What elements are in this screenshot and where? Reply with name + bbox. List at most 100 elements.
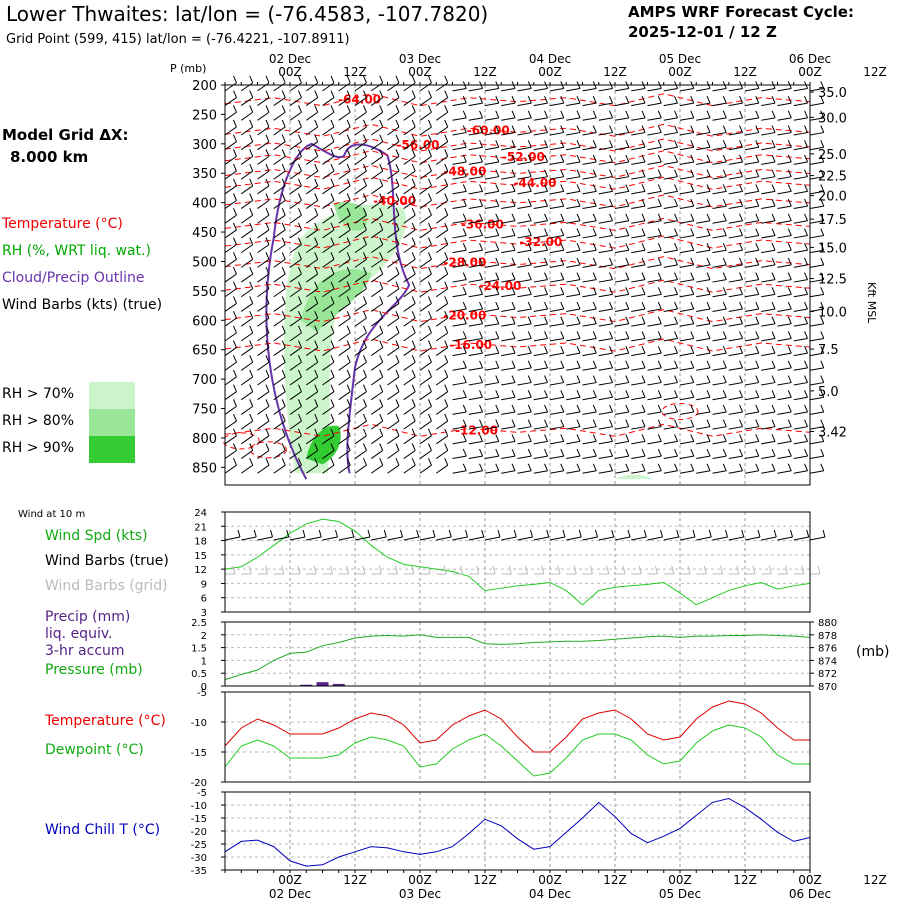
wind-barb bbox=[712, 308, 727, 312]
wind-barb-feather bbox=[265, 325, 270, 334]
wind-barb-feather bbox=[511, 345, 516, 354]
wind-barb bbox=[240, 317, 254, 327]
wind-barb-feather bbox=[674, 287, 678, 295]
wind-barb-feather bbox=[444, 105, 449, 113]
wind-barb bbox=[419, 435, 432, 445]
pressure-tick-label: 350 bbox=[192, 167, 217, 182]
wind-barb bbox=[598, 426, 613, 430]
wind-barb bbox=[533, 249, 548, 254]
wind-barb-feather bbox=[625, 390, 630, 398]
wind-barb bbox=[468, 308, 483, 312]
wind-chill-line-tick-label: -20 bbox=[191, 827, 207, 838]
wind-barb-feather bbox=[444, 193, 449, 201]
wind-barb bbox=[614, 264, 629, 268]
wind-barb bbox=[598, 161, 613, 165]
wind-barb bbox=[338, 214, 351, 224]
bottom-date-label: 04 Dec bbox=[529, 887, 571, 900]
wind-barb-feather bbox=[625, 257, 630, 266]
wind-barb bbox=[419, 391, 432, 401]
wind-barb bbox=[289, 450, 302, 459]
wind-barb-feather bbox=[576, 331, 581, 339]
wind-barb-true bbox=[761, 536, 777, 541]
wind-barb-feather bbox=[363, 105, 367, 113]
wind-barb bbox=[744, 249, 759, 254]
wind-barb bbox=[614, 396, 629, 401]
wind-barb bbox=[793, 308, 808, 312]
wind-barb-feather bbox=[346, 310, 351, 319]
wind-barb-feather bbox=[314, 355, 319, 363]
wind-barb bbox=[354, 111, 367, 121]
wind-barb-feather bbox=[625, 448, 630, 457]
wind-barb-feather bbox=[641, 95, 646, 104]
wind-barb bbox=[354, 185, 367, 195]
wind-barb bbox=[484, 367, 499, 371]
wind-barb bbox=[224, 170, 237, 180]
wind-barb bbox=[452, 411, 467, 415]
wind-barb-feather bbox=[609, 448, 613, 457]
bottom-hour-label: 00Z bbox=[668, 873, 692, 887]
wind-barb bbox=[387, 97, 400, 106]
wind-barb bbox=[549, 146, 564, 151]
wind-barb-feather bbox=[722, 345, 727, 354]
wind-barb-feather bbox=[544, 110, 548, 119]
wind-barb bbox=[435, 214, 449, 224]
wind-barb bbox=[257, 200, 270, 209]
wind-barb-feather bbox=[804, 154, 808, 163]
wind-barb-feather bbox=[592, 434, 597, 442]
wind-barb-feather bbox=[233, 178, 237, 186]
wind-barb bbox=[224, 317, 237, 327]
wind-barb-feather bbox=[395, 163, 400, 172]
wind-barb-feather bbox=[592, 390, 597, 398]
wind-barb-feather bbox=[609, 287, 613, 295]
wind-barb bbox=[224, 111, 237, 121]
wind-barb bbox=[566, 87, 581, 92]
wind-speed-line-tick-label: 6 bbox=[201, 594, 207, 605]
temperature-contour bbox=[224, 217, 811, 231]
height-tick-label: 7.5 bbox=[818, 343, 839, 358]
wind-barb bbox=[224, 361, 237, 371]
wind-barb-feather bbox=[560, 434, 565, 442]
wind-barb bbox=[761, 470, 776, 474]
wind-barb-feather bbox=[281, 149, 286, 157]
wind-barb-true-feather bbox=[383, 529, 387, 538]
wind-barb-feather bbox=[395, 428, 400, 436]
temperature-contour-label: -60.00 bbox=[467, 123, 510, 137]
wind-barb bbox=[224, 214, 237, 224]
wind-barb-feather bbox=[462, 434, 467, 442]
wind-barb-feather bbox=[576, 125, 581, 133]
wind-barb bbox=[468, 352, 483, 357]
wind-barb bbox=[452, 87, 467, 92]
wind-barb-feather bbox=[690, 184, 695, 192]
wind-barb-feather bbox=[625, 213, 630, 222]
wind-barb-feather bbox=[298, 119, 302, 128]
wind-barb bbox=[696, 470, 711, 474]
wind-barb bbox=[354, 347, 367, 356]
height-tick-label: 35.0 bbox=[818, 86, 847, 101]
wind-barb bbox=[614, 235, 629, 239]
wind-barb-feather bbox=[755, 110, 760, 119]
wind-barb bbox=[777, 382, 792, 386]
wind-barb bbox=[517, 205, 532, 210]
wind-barb bbox=[809, 396, 824, 401]
wind-barb-feather bbox=[444, 266, 449, 275]
wind-barb bbox=[533, 426, 548, 430]
wind-barb bbox=[631, 367, 646, 371]
wind-barb bbox=[403, 82, 416, 92]
wind-barbs-true-legend: Wind Barbs (true) bbox=[45, 553, 169, 569]
wind-barb-feather bbox=[511, 243, 516, 251]
wind-barb bbox=[273, 332, 286, 342]
wind-barb bbox=[744, 205, 759, 210]
wind-barb-feather bbox=[395, 384, 400, 392]
wind-barb bbox=[338, 155, 351, 165]
wind-barb bbox=[566, 337, 581, 342]
wind-barb-grid-feather bbox=[638, 565, 642, 575]
wind-barb-feather bbox=[511, 331, 516, 339]
wind-barb-feather bbox=[722, 375, 727, 383]
wind-barb-feather bbox=[462, 360, 467, 369]
wind-barb-feather bbox=[609, 154, 613, 163]
wind-barb bbox=[598, 382, 613, 386]
wind-barb bbox=[419, 170, 432, 180]
wind-barb bbox=[322, 435, 335, 445]
wind-barb bbox=[777, 132, 792, 136]
wind-barb bbox=[338, 347, 351, 356]
